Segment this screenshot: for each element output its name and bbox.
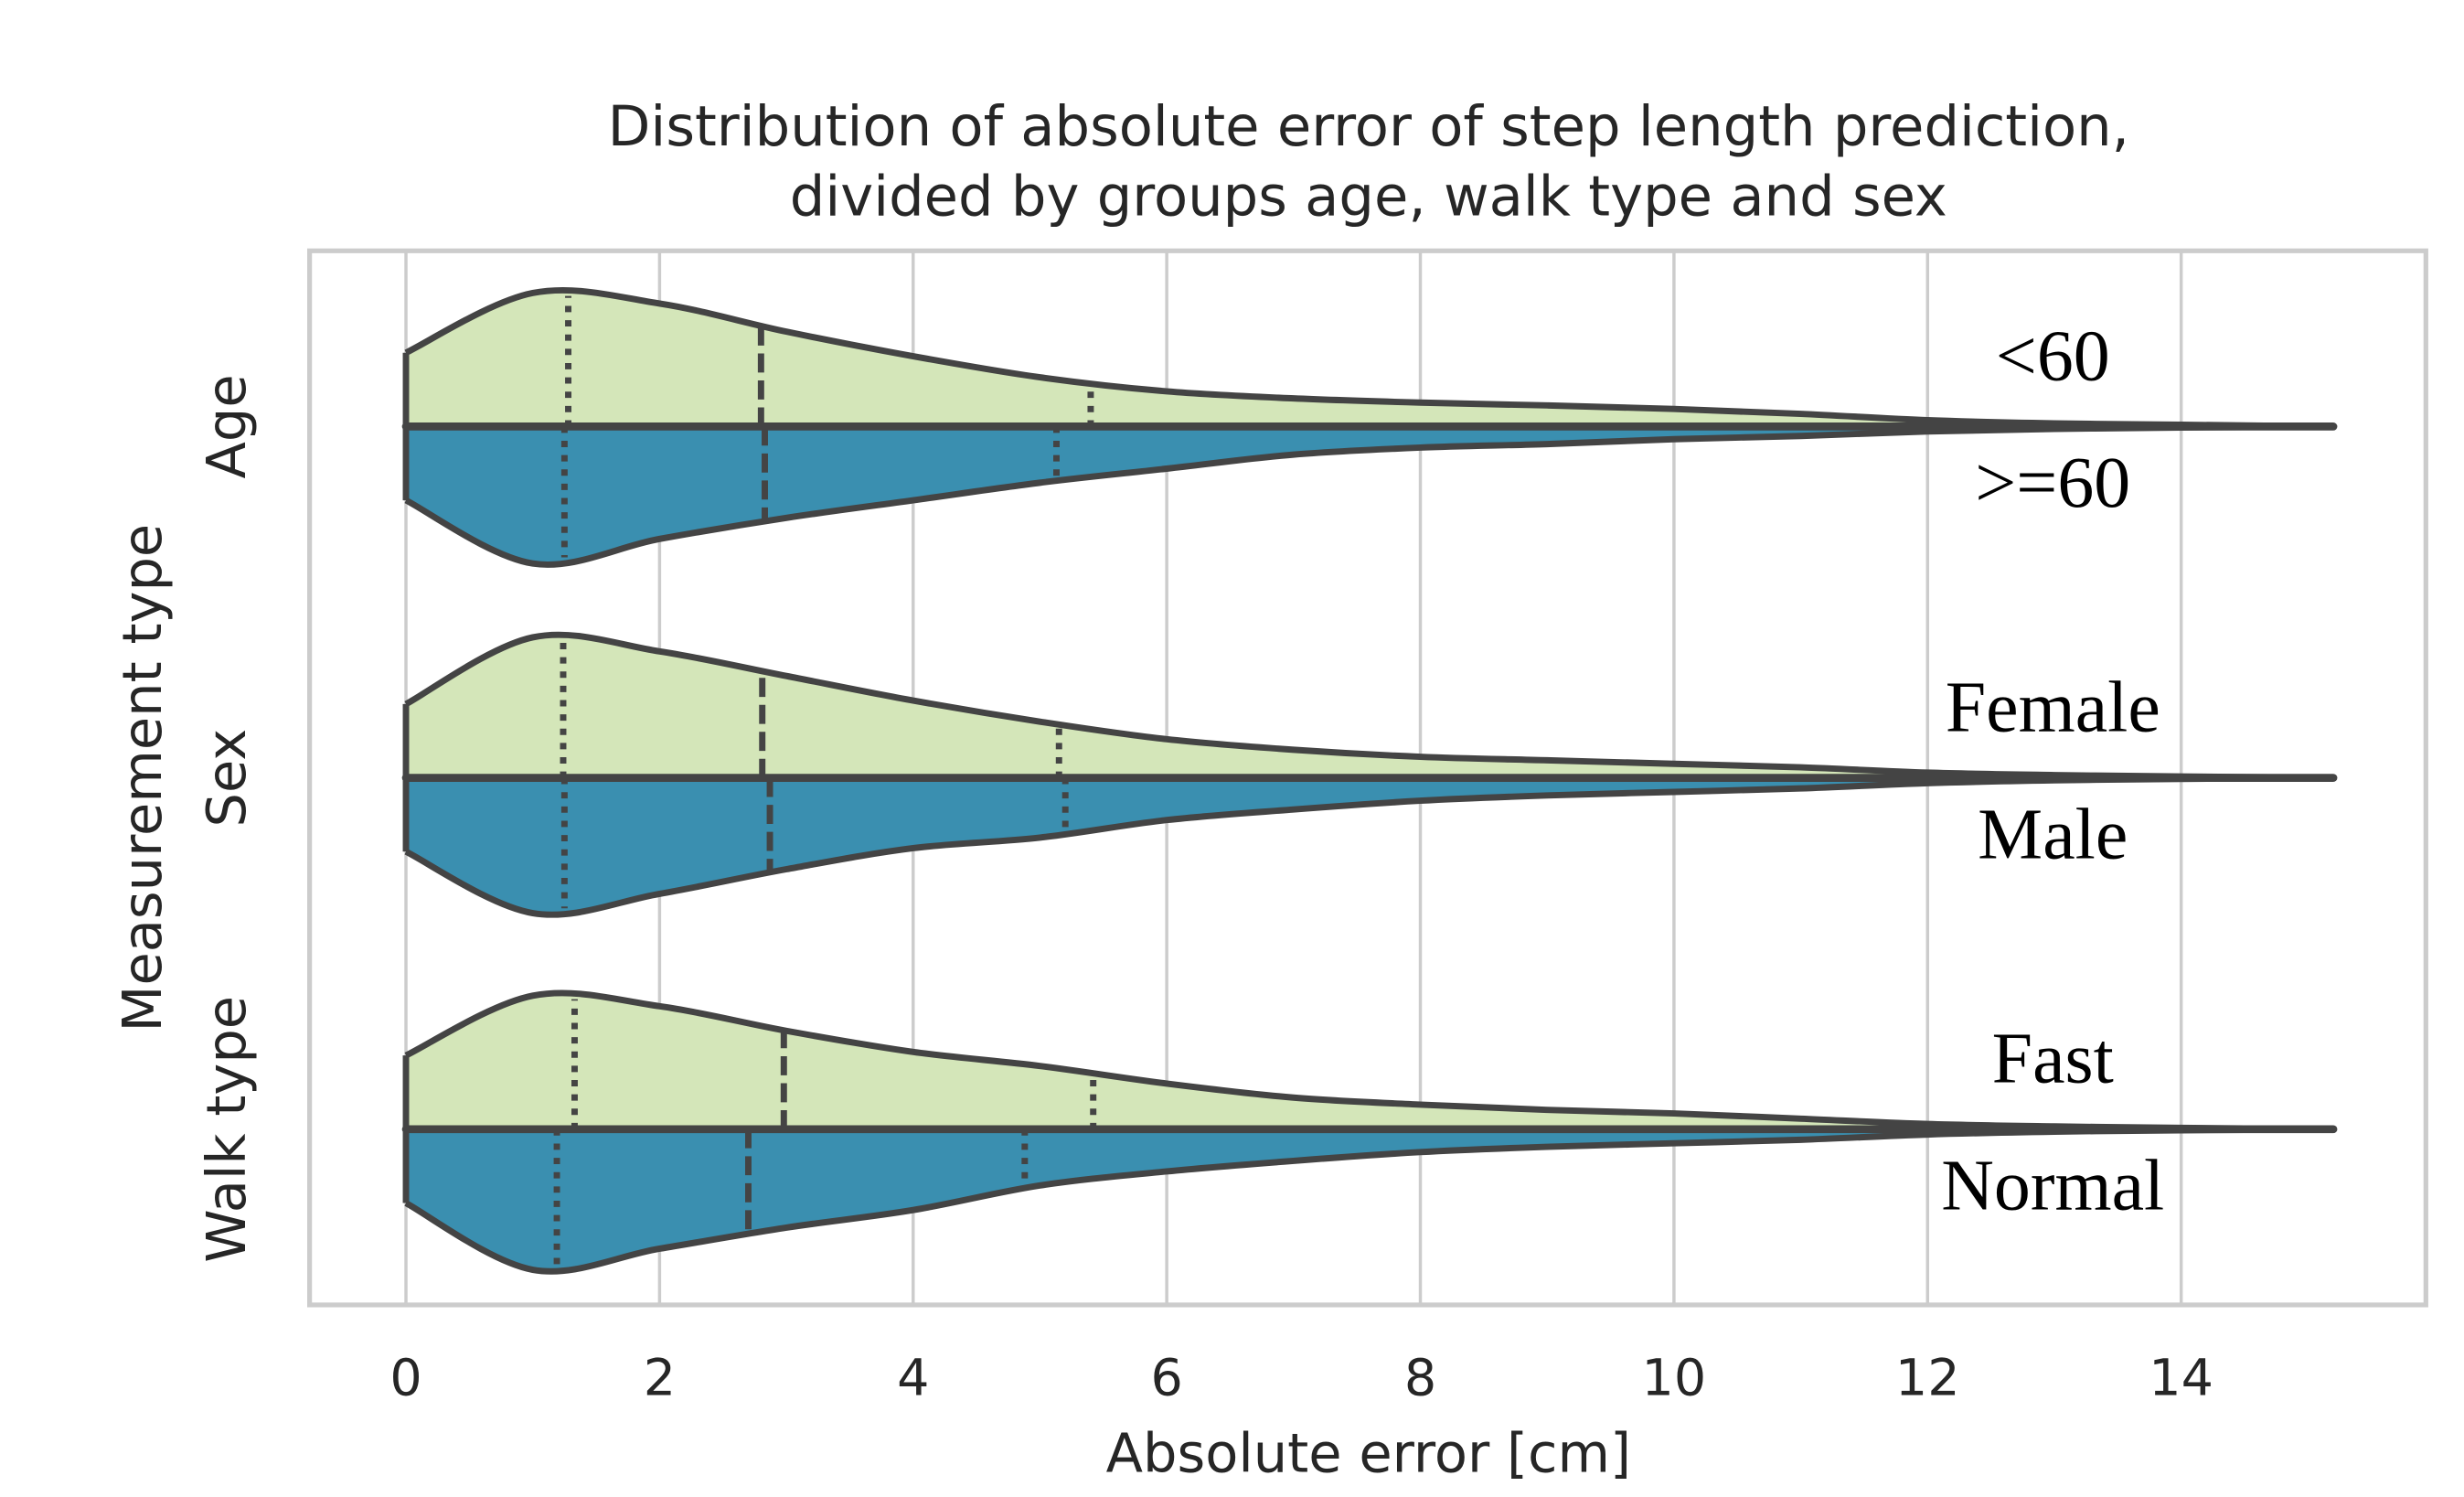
- x-tick-label: 8: [1404, 1348, 1436, 1407]
- hue-label: <60: [1996, 315, 2110, 396]
- y-tick-label: Walk type: [195, 996, 258, 1263]
- violin-fill: [406, 426, 2334, 565]
- chart-title: divided by groups age, walk type and sex: [790, 165, 1947, 229]
- hue-label: Fast: [1992, 1019, 2114, 1099]
- x-tick-label: 6: [1150, 1348, 1182, 1407]
- violin-outline: [404, 286, 2334, 430]
- x-tick-label: 2: [644, 1348, 676, 1407]
- x-axis-label: Absolute error [cm]: [1106, 1422, 1631, 1485]
- hue-label: Normal: [1941, 1146, 2164, 1226]
- y-tick-label: Age: [195, 374, 258, 478]
- chart-title: Distribution of absolute error of step l…: [608, 95, 2129, 159]
- x-tick-label: 4: [897, 1348, 929, 1407]
- violin-fill: [406, 1128, 2334, 1272]
- violin-fill: [406, 992, 2334, 1129]
- x-tick-label: 12: [1895, 1348, 1960, 1407]
- violin-fill: [406, 777, 2334, 915]
- hue-label: >=60: [1975, 443, 2130, 523]
- violin-fill: [406, 290, 2334, 427]
- violin-fill: [406, 635, 2334, 778]
- y-axis-label: Measurement type: [111, 524, 174, 1032]
- x-tick-label: 14: [2149, 1348, 2213, 1407]
- hue-label: Male: [1978, 794, 2128, 874]
- y-tick-label: Sex: [195, 729, 258, 828]
- plot-frame: [307, 248, 2428, 1308]
- x-tick-label: 10: [1642, 1348, 1707, 1407]
- hue-label: Female: [1946, 668, 2160, 748]
- x-tick-label: 0: [389, 1348, 421, 1407]
